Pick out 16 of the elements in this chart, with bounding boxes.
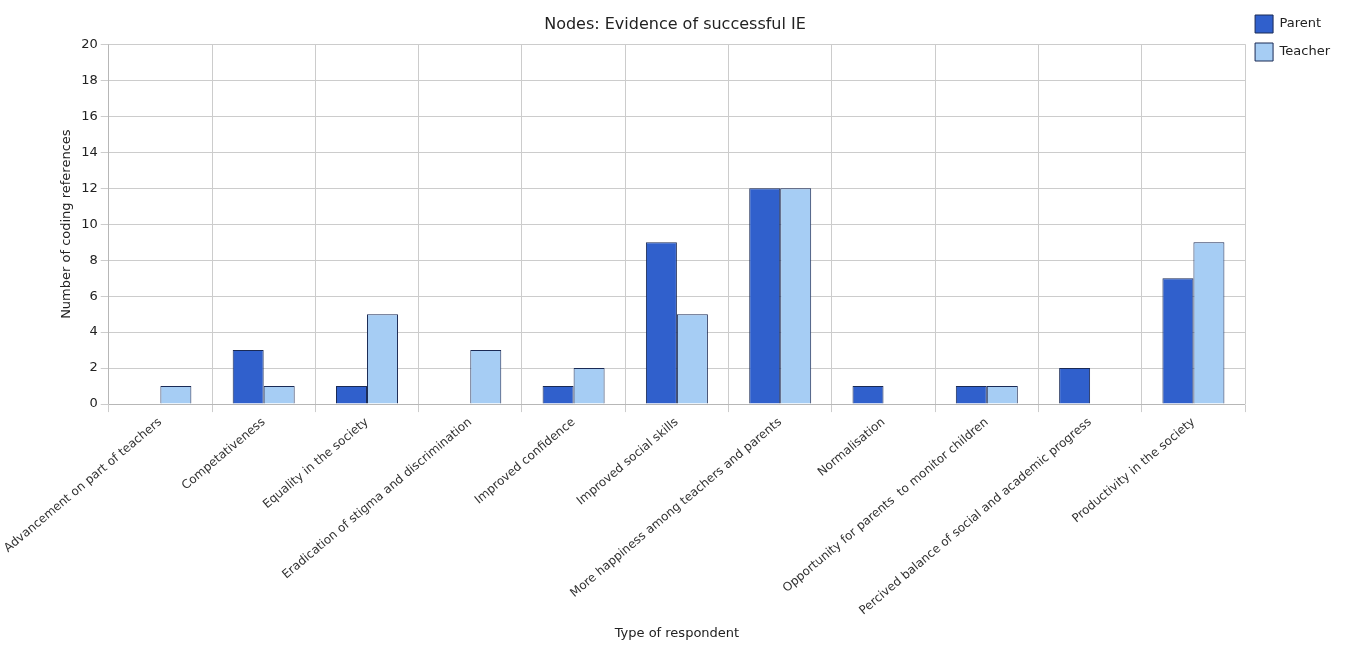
y-tick-label: 0: [89, 395, 98, 411]
legend-label: Teacher: [1278, 43, 1331, 59]
legend-label: Parent: [1279, 15, 1322, 31]
y-tick-label: 12: [81, 179, 98, 195]
y-tick-label: 4: [89, 323, 98, 339]
y-tick-label: 14: [81, 143, 98, 159]
y-axis-title: Number of coding references: [57, 129, 73, 319]
y-tick-label: 2: [89, 359, 98, 375]
y-tick-label: 16: [81, 107, 98, 123]
y-tick-label: 8: [89, 251, 98, 267]
chart-title: Nodes: Evidence of successful IE: [544, 13, 806, 33]
y-tick-label: 6: [89, 287, 98, 303]
y-tick-label: 20: [81, 35, 98, 51]
y-tick-label: 18: [81, 71, 98, 87]
y-tick-label: 10: [81, 215, 98, 231]
x-axis-title: Type of respondent: [613, 624, 740, 640]
